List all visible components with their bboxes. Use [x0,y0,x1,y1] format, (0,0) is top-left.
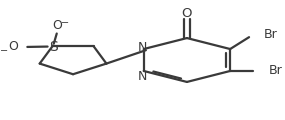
Text: −: − [61,18,69,28]
Text: O: O [182,7,192,20]
Text: Br: Br [269,64,282,78]
Text: S: S [49,40,58,54]
Text: −: − [0,46,8,56]
Text: O: O [52,19,62,32]
Text: N: N [138,70,147,83]
Text: N: N [138,41,147,54]
Text: O: O [8,40,18,53]
Text: Br: Br [264,28,278,41]
